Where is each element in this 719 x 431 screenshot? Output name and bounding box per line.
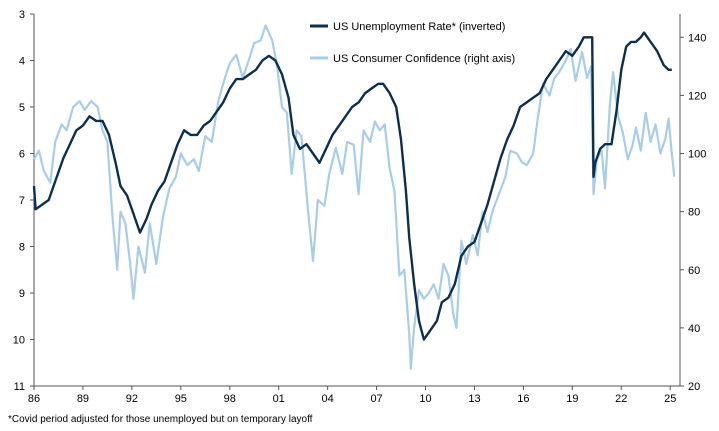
- consumer-confidence-line: [33, 24, 676, 370]
- left-tick-label: 9: [19, 288, 25, 300]
- x-tick-label: 89: [77, 393, 89, 405]
- chart-footnote: *Covid period adjusted for those unemplo…: [8, 414, 313, 425]
- left-tick-label: 5: [19, 102, 25, 114]
- left-tick-label: 6: [19, 149, 25, 161]
- x-tick-label: 95: [175, 393, 187, 405]
- x-tick-label: 13: [468, 393, 480, 405]
- legend-label-confidence: US Consumer Confidence (right axis): [333, 53, 515, 65]
- x-tick-label: 98: [224, 393, 236, 405]
- left-tick-label: 4: [19, 56, 25, 68]
- x-tick-label: 25: [664, 393, 676, 405]
- x-tick-label: 16: [517, 393, 529, 405]
- unemployment-line: [32, 31, 672, 341]
- x-ticks: 86 89 92 95 98 01 04 07 10 13 16 19 22 25: [28, 385, 680, 405]
- plot-lines: [32, 24, 676, 370]
- x-tick-label: 01: [273, 393, 285, 405]
- right-tick-label: 80: [688, 207, 700, 219]
- right-tick-label: 100: [688, 149, 706, 161]
- legend: US Unemployment Rate* (inverted) US Consu…: [310, 21, 515, 65]
- x-tick-label: 10: [419, 393, 431, 405]
- left-tick-label: 8: [19, 242, 25, 254]
- right-axis: 140 120 100 80 60 40 20: [679, 14, 706, 393]
- x-tick-label: 04: [322, 393, 334, 405]
- x-tick-label: 92: [126, 393, 138, 405]
- x-tick-label: 86: [28, 393, 40, 405]
- left-axis: 3 4 5 6 7 8 9 10 11: [13, 9, 35, 393]
- left-tick-label: 3: [19, 9, 25, 21]
- right-tick-label: 60: [688, 265, 700, 277]
- right-tick-label: 120: [688, 90, 706, 102]
- left-tick-label: 7: [19, 195, 25, 207]
- x-tick-label: 07: [370, 393, 382, 405]
- left-tick-label: 11: [14, 381, 25, 393]
- left-tick-label: 10: [13, 335, 25, 347]
- x-tick-label: 22: [615, 393, 627, 405]
- right-tick-label: 40: [688, 323, 700, 335]
- right-tick-label: 20: [688, 381, 700, 393]
- right-tick-label: 140: [688, 32, 706, 44]
- x-tick-label: 19: [566, 393, 578, 405]
- legend-label-unemployment: US Unemployment Rate* (inverted): [333, 21, 505, 33]
